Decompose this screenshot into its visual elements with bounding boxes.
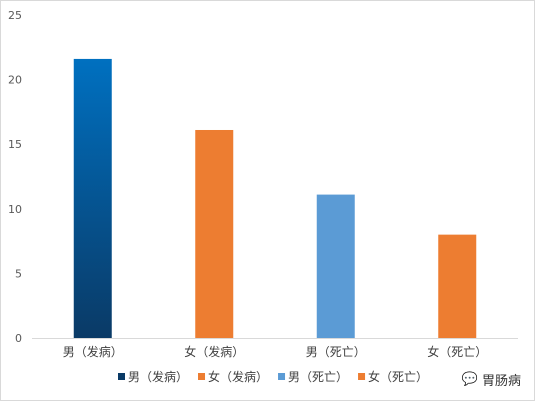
legend-label: 女（发病） [208, 369, 268, 384]
x-category-label: 女（死亡） [427, 344, 487, 359]
legend-swatch [118, 373, 125, 380]
x-category-label: 女（发病） [184, 344, 244, 359]
y-tick-label: 20 [8, 74, 22, 87]
y-tick-label: 5 [15, 267, 22, 280]
legend-swatch [198, 373, 206, 380]
x-category-label: 男（死亡） [306, 345, 366, 359]
bar-2 [316, 194, 355, 338]
legend-label: 男（死亡） [288, 370, 348, 384]
legend-swatch [358, 373, 366, 380]
legend-label: 女（死亡） [368, 369, 428, 384]
wechat-icon: 💬 [461, 372, 478, 387]
y-tick-label: 0 [15, 332, 22, 345]
legend: 男（发病） 女（发病） 男（死亡） 女（死亡） [118, 369, 428, 384]
bar-1 [195, 129, 234, 338]
bar-3 [438, 234, 477, 338]
x-axis-categories: 男（发病） 女（发病） 男（死亡） 女（死亡） [63, 344, 488, 359]
y-axis-ticks: 0 5 10 15 20 25 [8, 9, 22, 345]
watermark: 💬 胃肠病 [462, 370, 521, 389]
watermark-text: 胃肠病 [481, 374, 521, 389]
y-tick-label: 15 [8, 138, 22, 151]
bar-0 [73, 58, 112, 338]
y-tick-label: 25 [8, 9, 22, 22]
x-category-label: 男（发病） [63, 344, 123, 359]
legend-label: 男（发病） [128, 369, 188, 384]
bar-series [73, 58, 477, 338]
y-tick-label: 10 [8, 203, 22, 216]
legend-swatch [278, 373, 286, 380]
